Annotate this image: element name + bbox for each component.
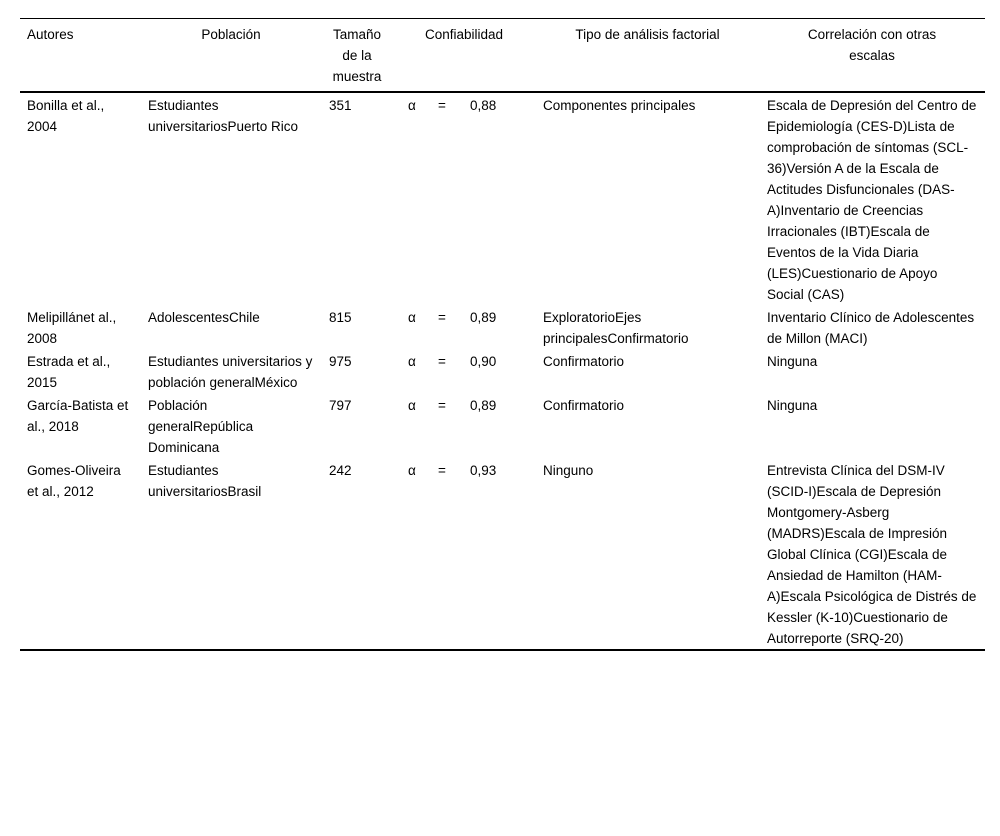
alpha-symbol: α [408,354,416,369]
cell-poblacion: Estudiantes universitariosPuerto Rico [148,98,299,134]
cell-confiabilidad: α = 0,89 [393,305,536,349]
cell-autores: Melipillánet al., 2008 [27,310,117,346]
cell-tamano: 797 [329,398,352,413]
cell-autores: Bonilla et al., 2004 [27,98,105,134]
cell-correlacion: Ninguna [767,354,818,369]
cell-correlacion: Escala de Depresión del Centro de Epidem… [767,98,977,302]
cell-tamano: 351 [329,98,352,113]
cell-autores: García-Batista et al., 2018 [27,398,129,434]
cell-autores: Estrada et al., 2015 [27,354,111,390]
cell-tipo-analisis: Confirmatorio [543,354,625,369]
cell-poblacion: Población generalRepública Dominicana [148,398,254,455]
alpha-symbol: α [408,398,416,413]
table-row: Melipillánet al., 2008 AdolescentesChile… [20,305,985,349]
cell-tipo-analisis: Ninguno [543,463,594,478]
alpha-value: 0,88 [470,98,497,113]
table-row: Bonilla et al., 2004 Estudiantes univers… [20,92,985,305]
col-header-tipo-analisis: Tipo de análisis factorial [536,18,760,93]
cell-tamano: 815 [329,310,352,325]
equals-sign: = [438,310,446,325]
cell-correlacion: Inventario Clínico de Adolescentes de Mi… [767,310,975,346]
cell-confiabilidad: α = 0,89 [393,393,536,458]
equals-sign: = [438,354,446,369]
alpha-value: 0,89 [470,310,497,325]
cell-confiabilidad: α = 0,88 [393,92,536,305]
cell-confiabilidad: α = 0,90 [393,349,536,393]
cell-autores: Gomes-Oliveira et al., 2012 [27,463,121,499]
equals-sign: = [438,463,446,478]
col-header-correlacion: Correlación con otras escalas [760,18,985,93]
col-header-confiabilidad: Confiabilidad [393,18,536,93]
alpha-symbol: α [408,463,416,478]
cell-poblacion: AdolescentesChile [148,310,260,325]
cell-tamano: 242 [329,463,352,478]
cell-poblacion: Estudiantes universitariosBrasil [148,463,262,499]
cell-poblacion: Estudiantes universitarios y población g… [148,354,313,390]
table-row: Estrada et al., 2015 Estudiantes univers… [20,349,985,393]
alpha-symbol: α [408,98,416,113]
col-header-poblacion: Población [141,18,322,93]
alpha-value: 0,90 [470,354,497,369]
col-header-tamano-muestra: Tamaño de la muestra [322,18,393,93]
cell-tipo-analisis: Confirmatorio [543,398,625,413]
cell-tamano: 975 [329,354,352,369]
cell-correlacion: Ninguna [767,398,818,413]
equals-sign: = [438,98,446,113]
alpha-value: 0,93 [470,463,497,478]
results-table: Autores Población Tamaño de la muestra C… [20,18,985,651]
header-row: Autores Población Tamaño de la muestra C… [20,18,985,93]
equals-sign: = [438,398,446,413]
alpha-symbol: α [408,310,416,325]
cell-tipo-analisis: Componentes principales [543,98,696,113]
cell-correlacion: Entrevista Clínica del DSM-IV (SCID-I)Es… [767,463,977,646]
table-row: García-Batista et al., 2018 Población ge… [20,393,985,458]
alpha-value: 0,89 [470,398,497,413]
col-header-correlacion-label: Correlación con otras escalas [807,27,937,63]
col-header-autores: Autores [20,18,141,93]
cell-tipo-analisis: ExploratorioEjes principalesConfirmatori… [543,310,689,346]
cell-confiabilidad: α = 0,93 [393,458,536,650]
table-row: Gomes-Oliveira et al., 2012 Estudiantes … [20,458,985,650]
